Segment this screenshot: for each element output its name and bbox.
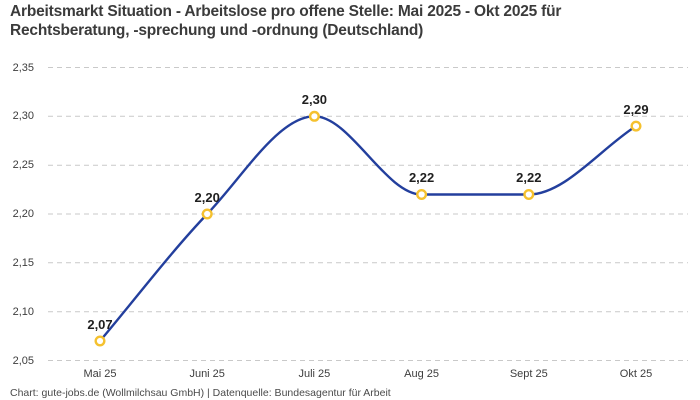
series-line: [98, 115, 638, 343]
data-point-label: 2,20: [194, 190, 220, 205]
data-point-marker: [201, 208, 213, 220]
x-axis-tick-label: Juli 25: [298, 368, 331, 380]
x-axis-tick-label: Okt 25: [619, 368, 653, 380]
data-point-label: 2,07: [87, 316, 113, 332]
data-point-label: 2,22: [516, 170, 542, 186]
data-point-marker: [630, 120, 642, 132]
y-axis-tick-label: 2,05: [12, 354, 34, 367]
x-axis-tick-label: Aug 25: [404, 368, 440, 380]
chart-title-line-2: Rechtsberatung, -sprechung und -ordnung …: [10, 21, 424, 39]
data-point-marker: [94, 335, 106, 347]
x-axis-tick-label: Juni 25: [189, 368, 225, 380]
data-point-marker: [523, 188, 535, 200]
y-axis-tick-label: 2,10: [12, 305, 34, 318]
chart-title-line-1: Arbeitsmarkt Situation - Arbeitslose pro…: [10, 3, 562, 20]
y-axis-tick-label: 2,20: [12, 208, 34, 220]
data-point-label: 2,29: [623, 102, 649, 118]
y-axis-tick-label: 2,30: [12, 110, 34, 123]
x-axis-tick-label: Sept 25: [509, 368, 548, 380]
chart-title: Arbeitsmarkt Situation - Arbeitslose pro…: [10, 3, 561, 40]
data-point-label: 2,22: [408, 170, 435, 186]
y-axis-tick-label: 2,15: [12, 256, 34, 269]
x-axis-tick-label: Mai 25: [83, 368, 117, 380]
chart-footer: Chart: gute-jobs.de (Wollmilchsau GmbH) …: [10, 387, 391, 399]
data-point-marker: [416, 188, 428, 200]
y-axis-tick-label: 2,35: [12, 61, 34, 74]
data-point-marker: [308, 110, 320, 122]
y-axis-tick-label: 2,25: [12, 159, 34, 172]
data-point-label: 2,30: [301, 92, 328, 108]
